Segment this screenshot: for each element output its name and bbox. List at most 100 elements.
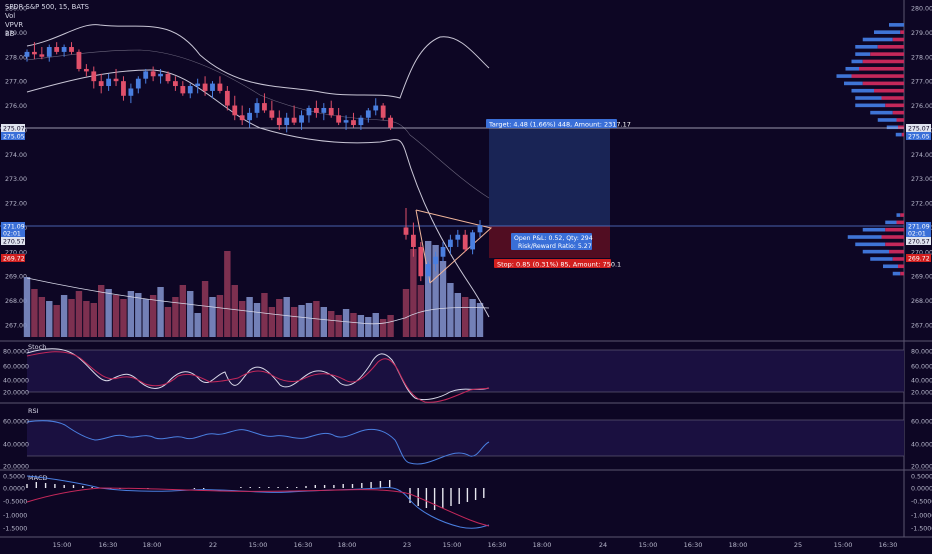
vpvr-bar-down	[885, 103, 904, 108]
vpvr-bar-up	[892, 271, 901, 276]
candle-body	[284, 117, 290, 126]
volume-profile[interactable]	[836, 23, 905, 276]
volume-bar	[46, 301, 53, 337]
price-tick: 280.00	[911, 6, 932, 13]
stoch-left-tick: 40.0000	[3, 378, 29, 385]
candle-body	[239, 115, 245, 121]
left-price-tick: 269.00	[5, 274, 27, 281]
time-tick: 15:00	[639, 541, 658, 549]
vpvr-bar-up	[877, 118, 897, 122]
price-tick: 268.00	[911, 298, 932, 305]
volume-bar	[120, 299, 127, 337]
bb-basis	[26, 49, 490, 199]
volume-bar	[379, 319, 387, 337]
volume-bar	[335, 315, 342, 337]
macd-signal	[26, 487, 490, 527]
legend-bb[interactable]: BB	[5, 30, 15, 38]
volume-bar	[261, 293, 268, 337]
candle-body	[418, 246, 424, 277]
left-price-badge-text: 275.05	[3, 133, 25, 140]
left-price-badge	[1, 124, 25, 132]
stop-label[interactable]: Stop: 0.85 (0.31%) 85, Amount: 750.1	[494, 259, 621, 269]
vpvr-bar-down	[898, 125, 904, 130]
macd-title[interactable]: MACD	[28, 474, 47, 482]
rsi-axis-tick: 20.0000	[911, 464, 932, 471]
left-price-tick: 272.00	[5, 201, 27, 208]
volume-bar	[365, 317, 372, 337]
candle-body	[470, 232, 475, 250]
vpvr-bar-up	[847, 235, 882, 239]
time-tick: 25	[794, 541, 802, 549]
vpvr-bar-down	[898, 264, 904, 269]
pnl-label[interactable]: Open P&L: 0.52, Qty: 294 Risk/Reward Rat…	[511, 233, 593, 250]
macd-lines	[26, 475, 490, 529]
candle-body	[39, 54, 45, 57]
stoch-left-tick: 20.0000	[3, 390, 29, 397]
time-tick: 16:30	[879, 541, 898, 549]
vpvr-bar-up	[885, 220, 897, 225]
left-price-tick: 280.00	[5, 6, 27, 13]
candle-body	[224, 90, 230, 106]
volume-bar	[387, 315, 394, 337]
time-tick: 15:00	[249, 541, 268, 549]
volume-bar	[157, 287, 164, 337]
macd-left-tick: -1.5000	[3, 526, 27, 533]
target-label[interactable]: Target: 4.48 (1.66%) 448, Amount: 2317.1…	[486, 119, 631, 129]
candle-body	[343, 120, 349, 123]
price-badge	[906, 222, 931, 230]
time-tick: 18:00	[729, 541, 748, 549]
price-tick: 273.00	[911, 176, 932, 183]
macd-left-tick: 0.5000	[3, 474, 25, 481]
volume-bar	[298, 305, 305, 337]
price-badge	[906, 254, 931, 262]
time-tick: 18:00	[533, 541, 552, 549]
candle-body	[440, 246, 446, 257]
left-price-badge-text: 275.07	[3, 125, 25, 132]
triangle-pattern[interactable]	[415, 209, 493, 284]
vpvr-bar-up	[855, 242, 886, 247]
volume-bar	[283, 297, 290, 337]
rsi-line-path	[26, 420, 490, 465]
vpvr-bar-down	[851, 74, 904, 78]
vpvr-bar-down	[892, 37, 904, 42]
legend-vpvr[interactable]: VPVR	[5, 21, 23, 29]
legend-vol[interactable]: Vol	[5, 12, 15, 20]
candle-body	[69, 47, 74, 52]
candle-body	[388, 117, 393, 128]
time-tick: 16:30	[294, 541, 313, 549]
rsi-title[interactable]: RSI	[28, 407, 39, 415]
volume-bar	[216, 295, 224, 337]
vpvr-bar-down	[892, 257, 904, 261]
vpvr-bar-down	[900, 271, 904, 276]
volume-bar	[60, 295, 68, 337]
candle-body	[433, 256, 438, 265]
time-tick: 18:00	[338, 541, 357, 549]
stop-label-bg	[494, 259, 611, 268]
macd-axis-tick: 0.5000	[911, 474, 932, 481]
vpvr-bar-down	[881, 235, 904, 239]
candle-body	[195, 83, 201, 87]
bb-upper	[26, 24, 490, 99]
vpvr-bar-up	[874, 30, 901, 34]
chart-legend[interactable]: SPDR S&P 500, 15, BATS Vol VPVR BB	[5, 3, 89, 38]
candle-body	[217, 83, 223, 91]
symbol-title[interactable]: SPDR S&P 500, 15, BATS	[5, 3, 89, 11]
candle-body	[165, 73, 171, 82]
volume-bar	[105, 289, 112, 337]
vpvr-bar-down	[896, 220, 904, 225]
left-price-tick: 268.00	[5, 298, 27, 305]
candle-body	[247, 112, 252, 121]
time-axis[interactable]: 15:00 16:30 18:00 22 15:00 16:30 18:00 23 15:00 1…	[53, 541, 898, 549]
stoch-title[interactable]: Stoch	[28, 343, 46, 351]
left-price-tick: 270.00	[5, 249, 27, 256]
vpvr-bar-down	[892, 110, 904, 115]
vpvr-bar-up	[889, 23, 904, 27]
target-zone[interactable]	[489, 128, 610, 226]
volume-bar	[268, 307, 276, 337]
vpvr-bar-up	[862, 249, 889, 254]
vpvr-bar-down	[877, 45, 904, 49]
volume-bar	[164, 307, 172, 337]
vpvr-bar-down	[889, 249, 904, 254]
price-tick: 276.00	[911, 103, 932, 110]
